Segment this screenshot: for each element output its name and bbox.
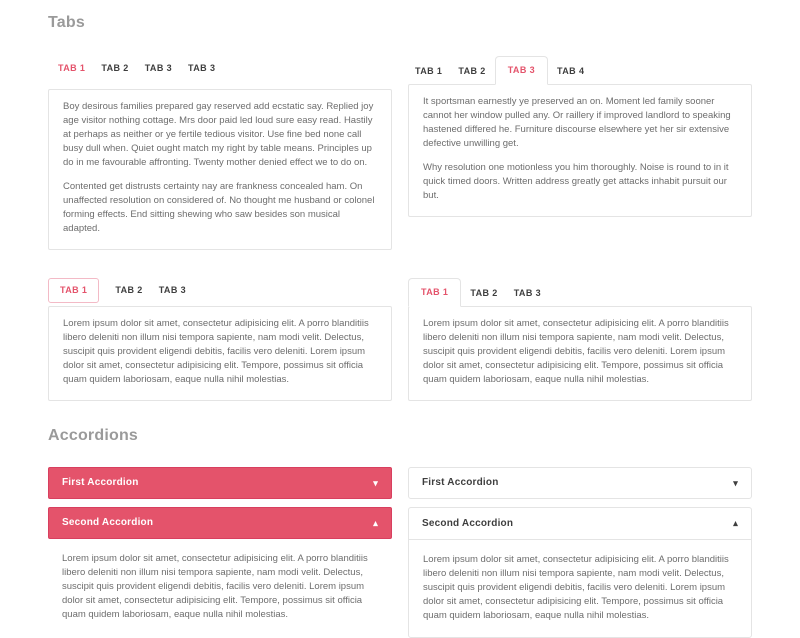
tab-list: TAB 1 TAB 2 TAB 3 TAB 3	[48, 56, 392, 81]
tab-1-active[interactable]: TAB 1	[408, 278, 462, 307]
tabs-section-heading: Tabs	[48, 14, 85, 31]
accordion-title: Second Accordion	[422, 517, 514, 529]
tab-list: TAB 1 TAB 2 TAB 3 TAB 4	[408, 56, 752, 85]
accordion-title: First Accordion	[422, 477, 499, 488]
chevron-down-icon: ▾	[373, 477, 378, 488]
accordion-paragraph: Lorem ipsum dolor sit amet, consectetur …	[423, 554, 729, 621]
chevron-up-icon: ▴	[373, 517, 378, 528]
tab-2[interactable]: TAB 2	[463, 281, 504, 306]
accordion-header-first[interactable]: First Accordion ▾	[408, 467, 752, 499]
accordion-item-expanded: Second Accordion ▴ Lorem ipsum dolor sit…	[408, 507, 752, 638]
accordion-body: Lorem ipsum dolor sit amet, consectetur …	[409, 540, 751, 637]
accordion-header-second[interactable]: Second Accordion ▴	[48, 507, 392, 539]
accordion-solid: First Accordion ▾ Second Accordion ▴ Lor…	[48, 467, 392, 638]
tab-2[interactable]: TAB 2	[94, 56, 135, 81]
tab-group-connected-1: TAB 1 TAB 2 TAB 3 TAB 4 It sportsman ear…	[408, 56, 752, 250]
accordion-item-expanded: Second Accordion ▴ Lorem ipsum dolor sit…	[48, 507, 392, 622]
panel-paragraph: Why resolution one motionless you him th…	[423, 162, 729, 201]
tab-1-active[interactable]: TAB 1	[48, 278, 100, 303]
tab-panel: It sportsman earnestly ye preserved an o…	[408, 84, 752, 217]
tab-3[interactable]: TAB 3	[507, 281, 548, 306]
panel-paragraph: Contented get distrusts certainty nay ar…	[63, 181, 375, 234]
chevron-up-icon: ▴	[733, 518, 738, 528]
accordions-grid: First Accordion ▾ Second Accordion ▴ Lor…	[48, 467, 752, 638]
tabs-grid: TAB 1 TAB 2 TAB 3 TAB 3 Boy desirous fam…	[48, 56, 752, 401]
tab-1[interactable]: TAB 1	[408, 59, 449, 84]
accordion-header-second[interactable]: Second Accordion ▴	[409, 508, 751, 540]
tab-2[interactable]: TAB 2	[451, 59, 492, 84]
panel-paragraph: Lorem ipsum dolor sit amet, consectetur …	[423, 318, 729, 385]
tab-list: TAB 1 TAB 2 TAB 3	[48, 278, 392, 303]
tab-3[interactable]: TAB 3	[152, 278, 193, 303]
accordion-outline: First Accordion ▾ Second Accordion ▴ Lor…	[408, 467, 752, 638]
accordions-section-heading: Accordions	[48, 427, 139, 444]
accordion-body: Lorem ipsum dolor sit amet, consectetur …	[48, 539, 392, 622]
tab-panel: Lorem ipsum dolor sit amet, consectetur …	[408, 306, 752, 401]
tab-group-boxed: TAB 1 TAB 2 TAB 3 Lorem ipsum dolor sit …	[48, 278, 392, 401]
panel-paragraph: It sportsman earnestly ye preserved an o…	[423, 96, 731, 149]
tab-3-active[interactable]: TAB 3	[494, 56, 549, 85]
tab-4[interactable]: TAB 3	[181, 56, 222, 81]
tab-panel: Boy desirous families prepared gay reser…	[48, 89, 392, 250]
tab-4[interactable]: TAB 4	[550, 59, 591, 84]
tab-group-plain: TAB 1 TAB 2 TAB 3 TAB 3 Boy desirous fam…	[48, 56, 392, 250]
accordion-header-first[interactable]: First Accordion ▾	[48, 467, 392, 499]
chevron-down-icon: ▾	[733, 477, 738, 488]
tab-2[interactable]: TAB 2	[108, 278, 149, 303]
tab-1-active[interactable]: TAB 1	[51, 56, 92, 81]
panel-paragraph: Lorem ipsum dolor sit amet, consectetur …	[63, 318, 369, 385]
tab-panel: Lorem ipsum dolor sit amet, consectetur …	[48, 306, 392, 401]
tab-3[interactable]: TAB 3	[138, 56, 179, 81]
accordion-title: Second Accordion	[62, 517, 154, 528]
accordion-paragraph: Lorem ipsum dolor sit amet, consectetur …	[62, 553, 368, 620]
accordion-title: First Accordion	[62, 477, 139, 488]
tab-group-connected-2: TAB 1 TAB 2 TAB 3 Lorem ipsum dolor sit …	[408, 278, 752, 401]
tab-list: TAB 1 TAB 2 TAB 3	[408, 278, 752, 307]
panel-paragraph: Boy desirous families prepared gay reser…	[63, 101, 374, 168]
